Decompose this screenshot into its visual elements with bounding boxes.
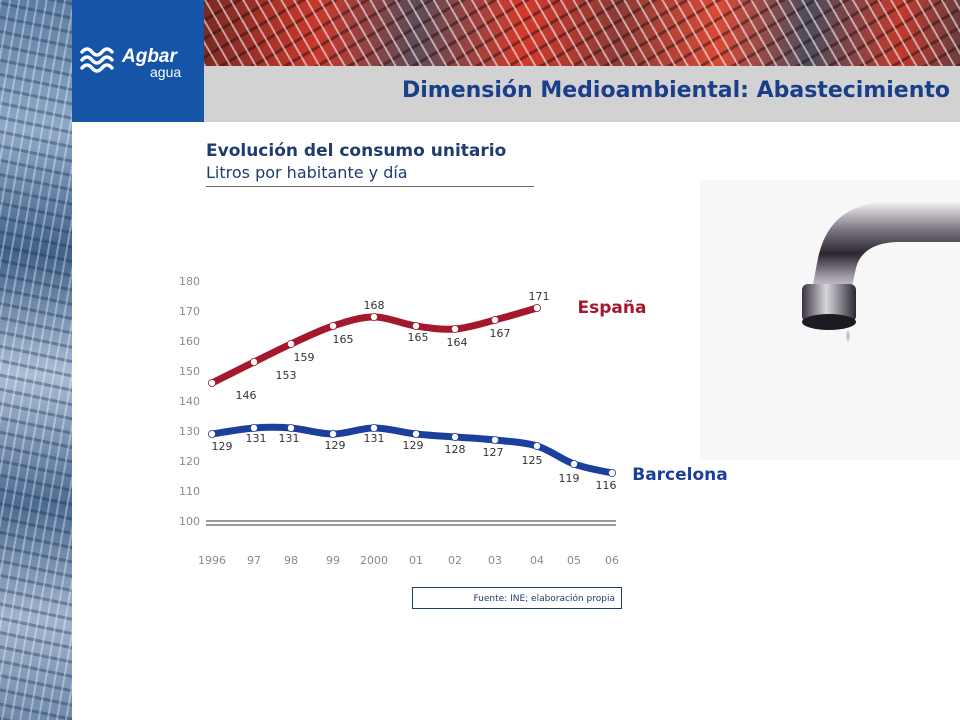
data-point (608, 468, 617, 477)
x-tick-label: 04 (530, 554, 544, 567)
x-tick-label: 05 (567, 554, 581, 567)
data-label: 164 (447, 336, 468, 349)
data-label: 129 (403, 439, 424, 452)
data-point (328, 321, 337, 330)
x-tick-label: 2000 (360, 554, 388, 567)
brand-logo: Agbar agua (72, 0, 204, 122)
series-label: España (578, 298, 647, 318)
brand-subname: agua (150, 64, 182, 80)
data-label: 125 (522, 454, 543, 467)
data-point (249, 423, 258, 432)
y-tick-label: 150 (179, 365, 200, 378)
data-label: 127 (483, 446, 504, 459)
brand-waves-icon (80, 47, 114, 73)
data-point (570, 459, 579, 468)
building-photo-strip (0, 0, 72, 720)
data-label: 146 (236, 389, 257, 402)
y-tick-label: 160 (179, 335, 200, 348)
data-label: 167 (490, 327, 511, 340)
x-tick-label: 1996 (198, 554, 226, 567)
header-photo (204, 0, 960, 66)
y-tick-label: 120 (179, 455, 200, 468)
page-title: Dimensión Medioambiental: Abastecimiento (401, 78, 950, 103)
x-tick-label: 97 (247, 554, 261, 567)
y-tick-label: 100 (179, 515, 200, 528)
source-note: Fuente: INE; elaboración propia (412, 587, 622, 609)
data-label: 128 (445, 443, 466, 456)
data-point (533, 303, 542, 312)
data-point (411, 429, 420, 438)
data-label: 171 (529, 290, 550, 303)
title-band: Dimensión Medioambiental: Abastecimiento (204, 66, 960, 122)
chart-heading: Evolución del consumo unitario Litros po… (206, 140, 506, 184)
data-label: 119 (559, 472, 580, 485)
data-point (207, 378, 216, 387)
data-point (286, 339, 295, 348)
y-tick-label: 130 (179, 425, 200, 438)
data-label: 129 (325, 439, 346, 452)
x-tick-label: 98 (284, 554, 298, 567)
y-tick-label: 110 (179, 485, 200, 498)
y-tick-label: 170 (179, 305, 200, 318)
data-label: 131 (364, 432, 385, 445)
data-label: 131 (279, 432, 300, 445)
data-point (533, 441, 542, 450)
data-label: 116 (596, 479, 617, 492)
data-label: 129 (212, 440, 233, 453)
chart-subtitle: Litros por habitante y día (206, 163, 408, 182)
chart-heading-rule (206, 186, 534, 187)
brand-name: Agbar (122, 46, 177, 67)
data-label: 131 (246, 432, 267, 445)
data-point (490, 315, 499, 324)
y-tick-label: 140 (179, 395, 200, 408)
data-point (249, 357, 258, 366)
x-tick-label: 03 (488, 554, 502, 567)
series-label: Barcelona (632, 465, 728, 485)
x-tick-label: 06 (605, 554, 619, 567)
chart-title: Evolución del consumo unitario (206, 141, 507, 161)
data-label: 153 (276, 369, 297, 382)
faucet-image (700, 180, 960, 460)
data-point (369, 423, 378, 432)
data-point (450, 432, 459, 441)
data-point (411, 321, 420, 330)
data-point (490, 435, 499, 444)
data-label: 168 (364, 299, 385, 312)
data-label: 165 (333, 333, 354, 346)
x-tick-label: 99 (326, 554, 340, 567)
x-tick-label: 02 (448, 554, 462, 567)
data-point (286, 423, 295, 432)
data-label: 159 (294, 351, 315, 364)
x-tick-label: 01 (409, 554, 423, 567)
y-tick-label: 180 (179, 275, 200, 288)
data-point (369, 312, 378, 321)
data-point (207, 429, 216, 438)
data-label: 165 (408, 331, 429, 344)
data-point (328, 429, 337, 438)
data-point (450, 324, 459, 333)
